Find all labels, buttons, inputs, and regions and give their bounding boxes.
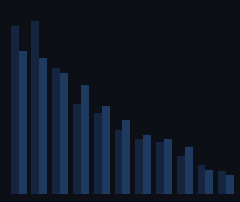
Bar (218, 171, 226, 194)
Bar (226, 175, 234, 194)
Bar (94, 113, 102, 194)
Bar (73, 104, 81, 194)
Bar (39, 58, 47, 194)
Bar (81, 85, 89, 194)
Bar (60, 73, 68, 194)
Bar (114, 130, 122, 194)
Bar (135, 139, 143, 194)
Bar (19, 51, 26, 194)
Bar (198, 165, 205, 194)
Bar (52, 68, 60, 194)
Bar (11, 26, 19, 194)
Bar (102, 106, 109, 194)
Bar (143, 135, 151, 194)
Bar (122, 120, 130, 194)
Bar (156, 142, 164, 194)
Bar (205, 170, 213, 194)
Bar (164, 139, 172, 194)
Bar (177, 156, 185, 194)
Bar (185, 147, 192, 194)
Bar (31, 21, 39, 194)
